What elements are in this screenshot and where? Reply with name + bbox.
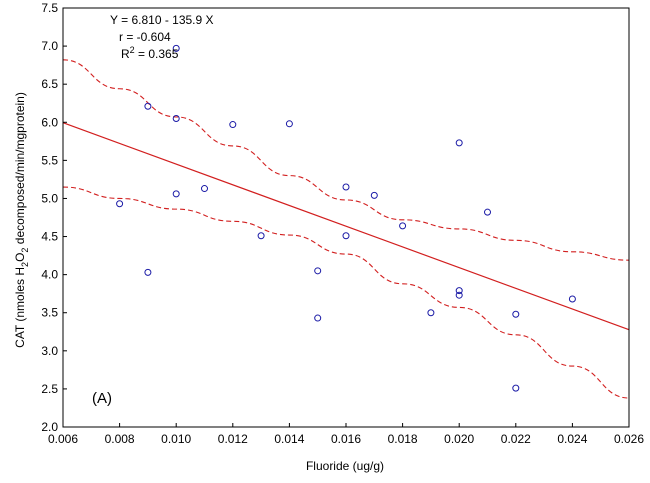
- data-point: [314, 314, 322, 322]
- y-tick-label: 6.5: [41, 77, 58, 91]
- x-tick-label: 0.008: [105, 432, 135, 446]
- data-point: [370, 191, 378, 199]
- y-tick-label: 2.0: [41, 420, 58, 434]
- x-tick-label: 0.014: [274, 432, 304, 446]
- y-tick-label: 7.5: [41, 1, 58, 15]
- y-tick-label: 2.5: [41, 382, 58, 396]
- x-tick-label: 0.018: [388, 432, 418, 446]
- data-points-layer: [116, 44, 576, 392]
- annotation-correlation: r = -0.604: [119, 30, 171, 44]
- data-point: [144, 268, 152, 276]
- regression-line-layer: [62, 122, 630, 331]
- y-tick-label: 7.0: [41, 39, 58, 53]
- data-point: [172, 114, 180, 122]
- y-tick-label: 3.5: [41, 306, 58, 320]
- y-tick-label: 4.5: [41, 230, 58, 244]
- confidence-band-layer: [62, 59, 630, 399]
- data-point: [201, 185, 208, 193]
- y-tick-label: 3.0: [41, 344, 58, 358]
- x-axis-title: Fluoride (ug/g): [306, 459, 384, 473]
- x-tick-label: 0.016: [331, 432, 361, 446]
- data-point: [342, 183, 350, 191]
- y-axis-ticks: 2.0 2.5 3.0 3.5 4.0 4.5 5.0 5.5 6.0 6.5 7.0 7.5: [41, 1, 67, 434]
- data-point: [285, 120, 293, 128]
- upper-confidence-band: [62, 59, 630, 261]
- x-tick-label: 0.024: [557, 432, 587, 446]
- x-tick-label: 0.012: [218, 432, 248, 446]
- y-tick-label: 5.5: [41, 153, 58, 167]
- data-point: [314, 267, 322, 275]
- x-tick-label: 0.010: [161, 432, 191, 446]
- y-tick-label: 4.0: [41, 268, 58, 282]
- lower-confidence-band: [62, 186, 630, 399]
- data-point: [399, 222, 407, 230]
- data-point: [257, 232, 265, 240]
- x-tick-label: 0.020: [444, 432, 474, 446]
- data-point: [144, 102, 152, 110]
- x-tick-label: 0.006: [48, 432, 78, 446]
- panel-label: (A): [92, 390, 112, 407]
- data-point: [455, 139, 463, 147]
- y-tick-label: 6.0: [41, 115, 58, 129]
- data-point: [512, 310, 520, 318]
- data-point: [172, 44, 180, 52]
- y-tick-label: 5.0: [41, 191, 58, 205]
- annotation-r-squared: R2 = 0.365: [121, 45, 179, 61]
- data-point: [229, 121, 237, 129]
- x-axis-ticks: 0.006 0.008 0.010 0.012 0.014 0.016 0.018 0.020…: [48, 423, 644, 446]
- x-tick-label: 0.026: [614, 432, 644, 446]
- annotation-equation: Y = 6.810 - 135.9 X: [110, 13, 214, 27]
- data-point: [484, 208, 491, 216]
- data-point: [172, 190, 180, 198]
- data-point: [568, 295, 576, 303]
- data-point: [455, 287, 463, 295]
- data-point: [342, 232, 350, 240]
- y-axis-title: CAT (nmoles H2O2 decomposed/min/mgprotei…: [13, 92, 30, 348]
- data-point: [455, 291, 463, 299]
- data-point: [116, 200, 124, 208]
- data-point: [427, 309, 435, 317]
- x-tick-label: 0.022: [501, 432, 531, 446]
- regression-line: [62, 122, 630, 331]
- data-point: [512, 384, 520, 392]
